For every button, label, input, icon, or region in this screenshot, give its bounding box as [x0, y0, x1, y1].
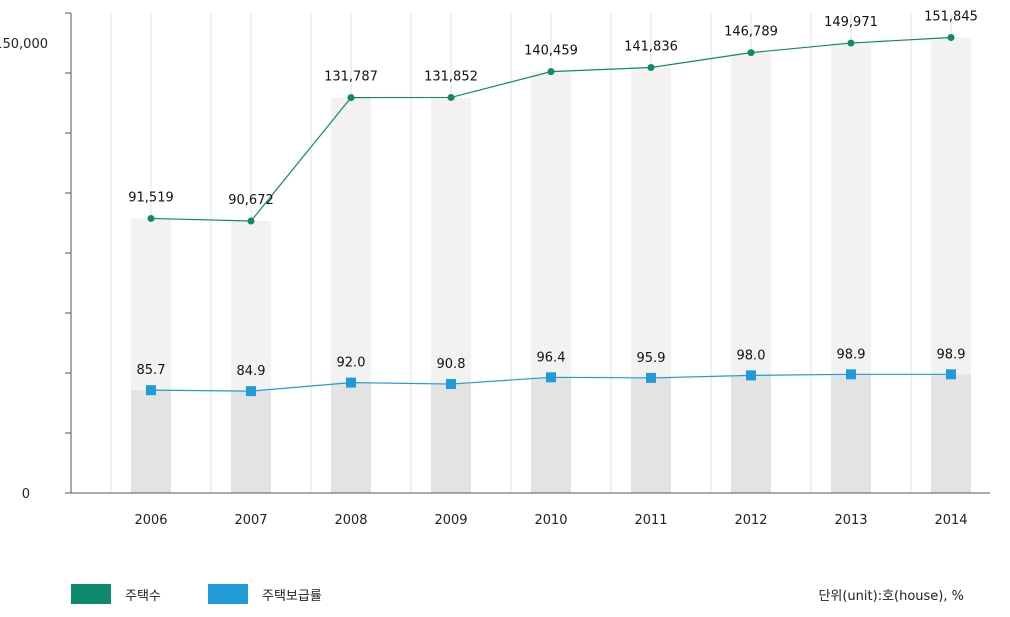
data-label-supply-rate-2009: 90.8: [437, 357, 466, 372]
legend-swatch-housing: [71, 584, 111, 604]
x-tick-label-2008: 2008: [334, 513, 367, 528]
data-label-housing-2007: 90,672: [228, 193, 274, 208]
point-supply-rate-2009: [446, 379, 456, 390]
y-tick-label: 150,000: [0, 37, 48, 52]
bar-supply-rate-2008: [331, 382, 371, 493]
bar-supply-rate-2009: [431, 384, 471, 493]
x-tick-label-2009: 2009: [434, 513, 467, 528]
legend-item-housing: 주택수: [71, 582, 161, 606]
point-supply-rate-2006: [146, 385, 156, 396]
bar-supply-rate-2011: [631, 377, 671, 493]
point-housing-2011: [647, 63, 655, 71]
data-label-housing-2013: 149,971: [824, 15, 878, 30]
point-supply-rate-2007: [246, 386, 256, 397]
bar-supply-rate-2006: [131, 390, 171, 493]
data-label-housing-2009: 131,852: [424, 69, 478, 84]
bar-supply-rate-2007: [231, 391, 271, 493]
data-label-housing-2006: 91,519: [128, 190, 174, 205]
point-supply-rate-2008: [346, 377, 356, 388]
legend-swatch-supply-rate: [208, 584, 248, 604]
point-housing-2014: [947, 33, 955, 41]
x-tick-label-2014: 2014: [934, 513, 967, 528]
x-tick-label-2012: 2012: [734, 513, 767, 528]
point-housing-2012: [747, 49, 755, 57]
data-label-supply-rate-2006: 85.7: [137, 363, 166, 378]
unit-label: 단위(unit):호(house), %: [818, 589, 964, 604]
point-supply-rate-2012: [746, 370, 756, 381]
data-label-housing-2012: 146,789: [724, 25, 778, 40]
data-label-supply-rate-2011: 95.9: [637, 351, 666, 366]
point-housing-2006: [147, 214, 155, 222]
x-tick-label-2006: 2006: [134, 513, 167, 528]
point-supply-rate-2013: [846, 369, 856, 380]
point-supply-rate-2010: [546, 372, 556, 383]
data-label-housing-2011: 141,836: [624, 39, 678, 54]
bar-supply-rate-2012: [731, 375, 771, 493]
x-tick-label-2007: 2007: [234, 513, 267, 528]
legend-label-supply-rate: 주택보급률: [262, 588, 322, 604]
point-housing-2013: [847, 39, 855, 47]
y-tick-label: 0: [22, 487, 30, 502]
bar-supply-rate-2014: [931, 374, 971, 493]
point-supply-rate-2011: [646, 372, 656, 383]
legend-label-housing: 주택수: [125, 588, 161, 604]
data-label-supply-rate-2007: 84.9: [237, 364, 266, 379]
x-tick-label-2010: 2010: [534, 513, 567, 528]
x-tick-label-2011: 2011: [634, 513, 667, 528]
data-label-supply-rate-2010: 96.4: [537, 350, 566, 365]
data-label-housing-2008: 131,787: [324, 70, 378, 85]
legend-item-supply-rate: 주택보급률: [208, 582, 322, 606]
data-label-housing-2010: 140,459: [524, 44, 578, 59]
point-housing-2010: [547, 68, 555, 76]
data-label-supply-rate-2014: 98.9: [937, 347, 966, 362]
data-label-housing-2014: 151,845: [924, 9, 978, 24]
data-label-supply-rate-2013: 98.9: [837, 347, 866, 362]
x-tick-label-2013: 2013: [834, 513, 867, 528]
point-housing-2008: [347, 94, 355, 102]
bar-supply-rate-2010: [531, 377, 571, 493]
data-label-supply-rate-2012: 98.0: [737, 348, 766, 363]
data-label-supply-rate-2008: 92.0: [337, 356, 366, 371]
point-housing-2007: [247, 217, 255, 225]
bar-supply-rate-2013: [831, 374, 871, 493]
point-supply-rate-2014: [946, 369, 956, 380]
point-housing-2009: [447, 93, 455, 101]
